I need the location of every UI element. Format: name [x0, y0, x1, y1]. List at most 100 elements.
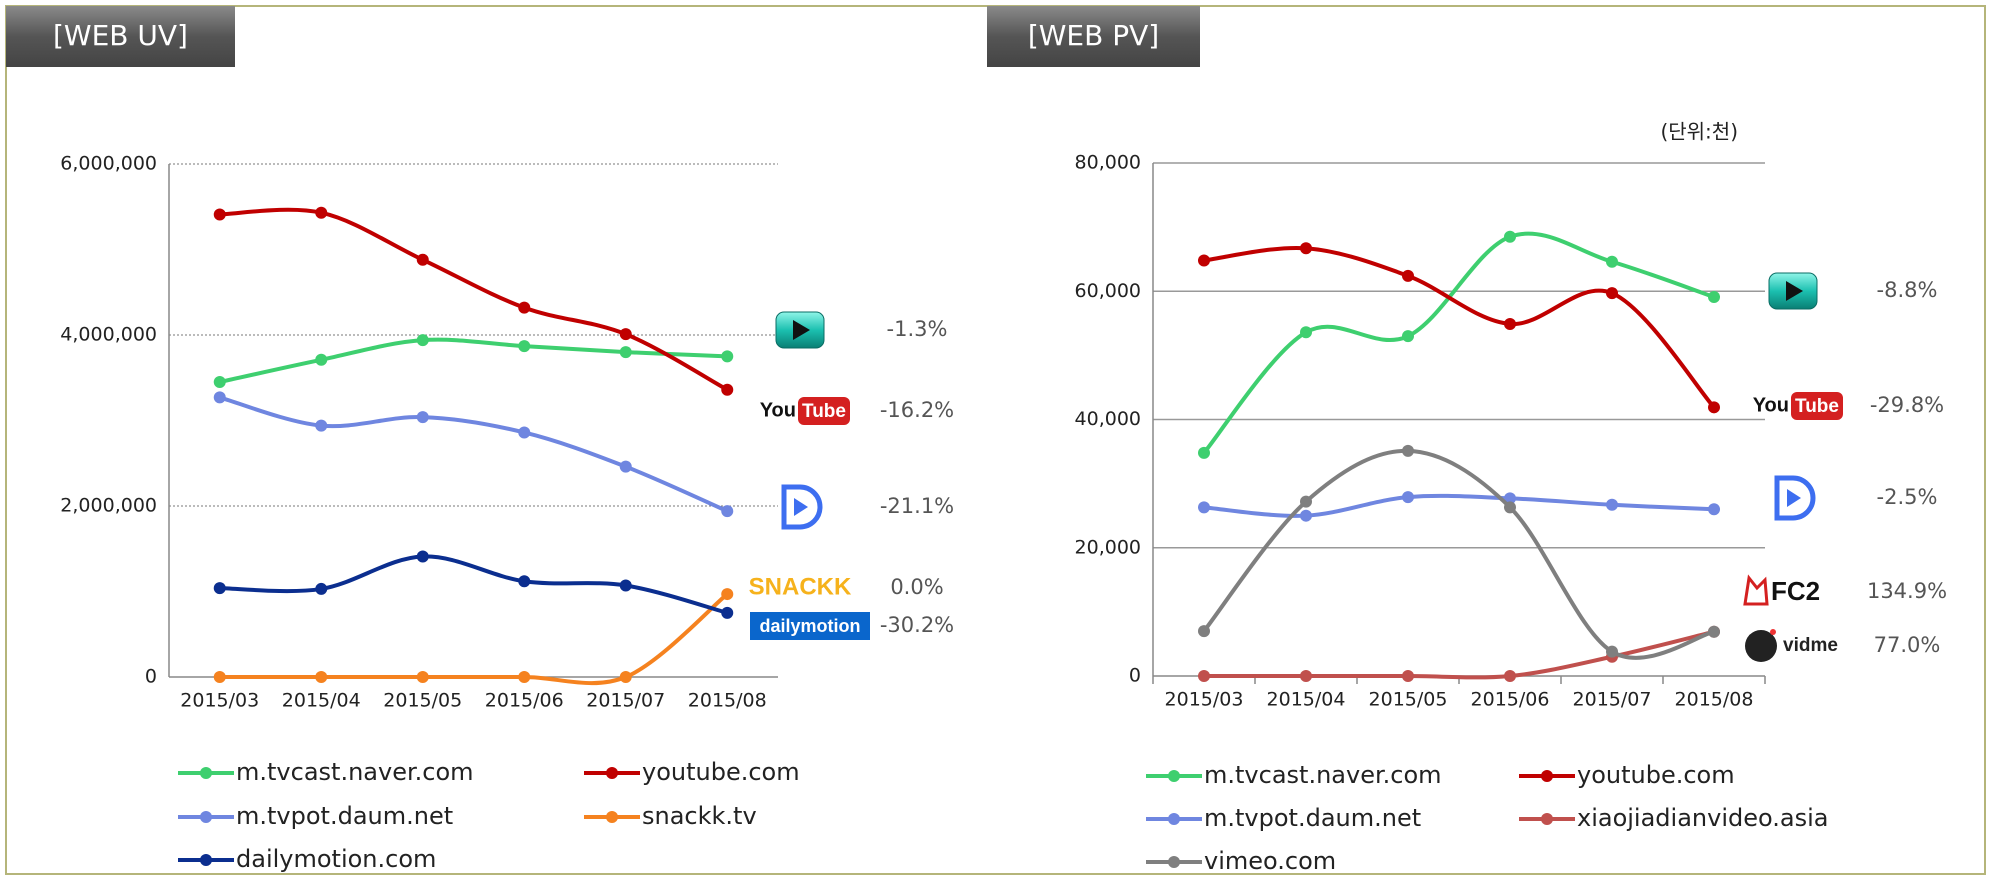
data-point	[1402, 670, 1414, 682]
logo-daum-arrow	[794, 498, 808, 516]
data-point	[213, 208, 226, 221]
data-point	[1708, 401, 1720, 414]
logo-text: FC2	[1771, 576, 1820, 606]
title-tab	[987, 6, 1200, 67]
x-tick-label: 2015/07	[1573, 689, 1652, 711]
unit-label: (단위:천)	[1660, 120, 1738, 144]
data-point	[721, 505, 734, 518]
data-point	[1504, 492, 1516, 505]
legend-label: youtube.com	[1577, 761, 1735, 789]
data-point	[416, 411, 429, 424]
data-point	[721, 606, 734, 619]
data-point	[1300, 670, 1312, 682]
data-point	[1606, 287, 1618, 300]
data-point	[315, 206, 328, 219]
data-point	[1402, 330, 1414, 343]
data-point	[619, 671, 632, 683]
y-tick-label: 20,000	[1075, 536, 1141, 558]
data-point	[416, 253, 429, 266]
data-point	[1198, 625, 1210, 638]
legend-dot	[606, 811, 618, 823]
chart-title: [WEB PV]	[1028, 19, 1159, 52]
series-line	[1203, 245, 1716, 409]
data-point	[213, 391, 226, 404]
data-point	[1606, 498, 1618, 511]
x-tick-label: 2015/08	[1675, 689, 1754, 711]
legend-dot	[606, 767, 618, 779]
data-point	[1606, 255, 1618, 268]
title-tab	[6, 6, 235, 67]
data-point	[1198, 446, 1210, 459]
data-point	[518, 575, 531, 588]
x-tick-label: 2015/03	[1165, 689, 1244, 711]
legend-label: m.tvpot.daum.net	[1204, 804, 1421, 832]
y-tick-label: 40,000	[1075, 408, 1141, 430]
annotation: -29.8%	[1870, 393, 1944, 417]
legend-dot	[200, 811, 212, 823]
legend-dot	[200, 767, 212, 779]
x-tick-label: 2015/05	[383, 690, 462, 712]
y-tick-label: 80,000	[1075, 152, 1141, 174]
legend-dot	[1541, 770, 1553, 782]
data-point	[315, 582, 328, 595]
logo-text: You	[1753, 394, 1789, 416]
data-point	[416, 671, 429, 683]
logo-play-arrow	[1786, 281, 1803, 301]
y-tick-label: 6,000,000	[60, 153, 157, 175]
x-tick-label: 2015/04	[1267, 689, 1346, 711]
x-tick-label: 2015/03	[180, 690, 259, 712]
data-point	[1300, 242, 1312, 255]
data-point	[619, 579, 632, 592]
data-point	[213, 582, 226, 595]
logo-vidme-icon	[1745, 630, 1777, 662]
data-point	[518, 301, 531, 314]
series-line	[219, 592, 729, 686]
data-point	[518, 671, 531, 683]
x-tick-label: 2015/08	[688, 690, 767, 712]
series-line	[219, 395, 729, 513]
logo-text: Tube	[1795, 396, 1839, 417]
series-line	[1203, 629, 1715, 680]
data-point	[619, 460, 632, 473]
y-tick-label: 4,000,000	[60, 324, 157, 346]
series-line	[219, 337, 728, 384]
legend-dot	[200, 854, 212, 866]
data-point	[1504, 317, 1516, 330]
logo-text: dailymotion	[759, 616, 860, 636]
data-point	[1606, 645, 1618, 658]
legend-label: m.tvcast.naver.com	[236, 758, 474, 786]
annotation: 134.9%	[1867, 579, 1947, 603]
x-tick-label: 2015/06	[1471, 689, 1550, 711]
logo-daum-arrow	[1787, 489, 1801, 507]
data-point	[721, 588, 734, 601]
data-point	[518, 426, 531, 439]
series-line	[1202, 448, 1715, 660]
data-point	[1300, 326, 1312, 339]
data-point	[1198, 501, 1210, 514]
logo-text: Tube	[802, 401, 846, 422]
data-point	[1504, 230, 1516, 243]
logo-text: SNACKK	[749, 573, 852, 600]
logo-fc2-icon	[1743, 574, 1769, 606]
logo-text: vidme	[1783, 635, 1838, 656]
data-point	[721, 350, 734, 363]
x-tick-label: 2015/04	[282, 690, 361, 712]
legend-label: youtube.com	[642, 758, 800, 786]
data-point	[315, 353, 328, 366]
chart-title: [WEB UV]	[53, 19, 188, 52]
data-point	[1198, 670, 1210, 682]
data-point	[1504, 670, 1516, 682]
annotation: -30.2%	[880, 613, 954, 637]
legend-label: dailymotion.com	[236, 845, 436, 873]
x-tick-label: 2015/07	[586, 690, 665, 712]
legend-dot	[1541, 813, 1553, 825]
annotation: -2.5%	[1877, 485, 1938, 509]
data-point	[1402, 269, 1414, 282]
logo-daum	[1774, 475, 1816, 521]
legend-dot	[1168, 770, 1180, 782]
annotation: 0.0%	[890, 575, 943, 599]
annotation: -1.3%	[887, 317, 948, 341]
data-point	[721, 383, 734, 396]
